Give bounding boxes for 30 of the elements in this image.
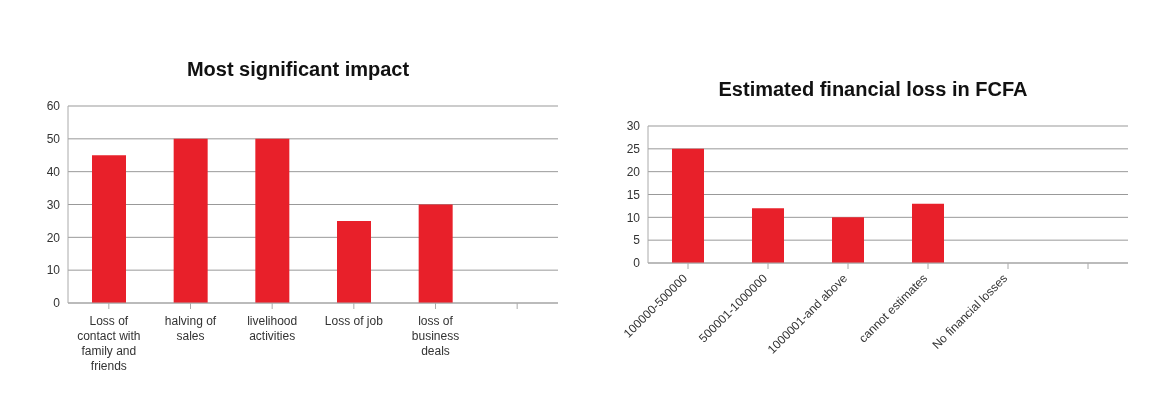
x-tick-label: livelihood activities [247,314,298,343]
y-tick-label: 5 [633,233,641,248]
y-tick-label: 10 [46,263,61,278]
y-tick-label: 20 [626,164,641,179]
y-tick-label: 25 [626,142,641,157]
y-tick-label: 60 [46,99,61,114]
x-tick-label: Loss of contact with family and friends [77,314,141,373]
y-tick-label: 40 [46,164,61,179]
y-tick-label: 10 [626,210,641,225]
chart-title: Most significant impact [185,57,411,82]
x-tick-label: loss of business deals [411,314,460,358]
chart-title: Estimated financial loss in FCFA [717,77,1029,102]
bar [255,138,290,303]
y-tick-label: 50 [46,132,61,147]
x-tick-label: halving of sales [164,314,217,343]
bar [337,220,371,303]
y-tick-label: 20 [46,230,61,245]
bar [912,203,944,263]
y-tick-label: 15 [626,187,641,202]
bar [752,208,784,263]
bar [418,204,453,303]
bar [672,148,704,263]
bar [832,217,864,263]
y-tick-label: 0 [53,296,61,311]
bar [173,138,208,303]
y-tick-label: 0 [633,256,641,271]
x-tick-label: Loss of job [324,314,384,328]
y-tick-label: 30 [626,119,641,134]
y-tick-label: 30 [46,197,61,212]
bar [92,155,126,303]
